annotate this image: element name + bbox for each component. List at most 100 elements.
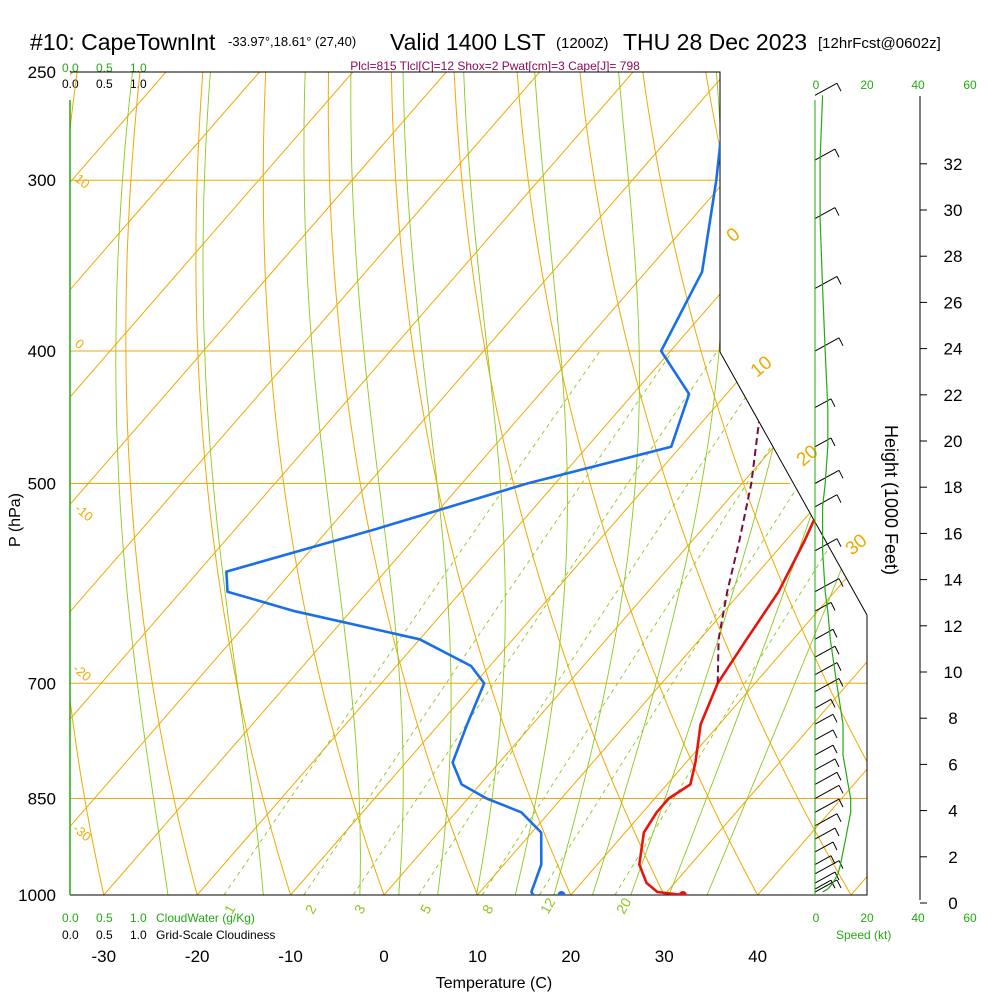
speed-label: Speed (kt) — [836, 928, 891, 942]
pressure-tick-2: 400 — [28, 342, 56, 361]
moist-adiabat-line — [350, 72, 404, 895]
speed-top-2: 40 — [911, 78, 925, 92]
mixing-ratio-label-1: 2 — [302, 902, 320, 917]
wind-barb — [814, 827, 836, 840]
station-coords: -33.97°,18.61° (27,40) — [228, 34, 356, 49]
wind-barb — [814, 82, 838, 96]
wind-speed-line — [819, 95, 852, 893]
wind-barb-flag — [830, 437, 836, 447]
height-tick-12: 24 — [944, 340, 963, 359]
wind-barb-flag — [838, 470, 844, 479]
speed-bottom-2: 40 — [911, 911, 925, 925]
temperature-line — [637, 117, 867, 895]
speed-bottom-3: 60 — [963, 911, 977, 925]
pressure-tick-4: 700 — [28, 674, 56, 693]
temp-tick-1: -20 — [185, 947, 210, 966]
cloud-scale-bottom: 0.0 0.5 1.0 CloudWater (g/Kg) 0.0 0.5 1.… — [62, 911, 275, 942]
pressure-tick-0: 250 — [28, 63, 56, 82]
dry-adiabat-line — [452, 72, 680, 895]
mixing-ratio-label-5: 12 — [537, 895, 559, 917]
wind-barb — [814, 855, 832, 865]
wind-barb-flag — [830, 855, 836, 864]
height-tick-9: 18 — [944, 478, 963, 497]
isotherm-line — [663, 72, 867, 895]
speed-top-3: 60 — [963, 78, 977, 92]
wind-barb — [814, 798, 840, 813]
wind-barb-flag — [838, 798, 844, 808]
moist-adiabat-line — [115, 72, 173, 895]
dry-adiabat-line — [0, 48, 18, 924]
dry-adiabat-line — [514, 72, 774, 895]
temp-tick-0: -30 — [92, 947, 117, 966]
wind-barb-flag — [834, 207, 840, 216]
wind-barb — [814, 813, 838, 827]
height-tick-1: 2 — [948, 848, 957, 867]
pressure-tick-5: 850 — [28, 790, 56, 809]
moist-adiabat-line — [582, 72, 725, 895]
height-tick-6: 12 — [944, 617, 963, 636]
cloudiness-label: Grid-Scale Cloudiness — [156, 928, 275, 942]
dry-adiabat-line — [195, 72, 301, 895]
speed-scale: 0 20 40 60 0 20 40 60 Speed (kt) — [813, 78, 977, 942]
dry-adiabat-line — [70, 72, 111, 895]
wind-barb — [814, 601, 832, 612]
height-tick-15: 30 — [944, 201, 963, 220]
wind-barb — [814, 538, 838, 552]
wind-barb-flag — [832, 744, 838, 754]
cloud-bottom-black-0: 0.0 — [62, 928, 79, 942]
moist-adiabat-line — [507, 72, 568, 895]
height-tick-8: 16 — [944, 524, 963, 543]
dry-adiabat-label-4: -30 — [70, 821, 94, 845]
wind-barb-flag — [834, 758, 840, 768]
temp-tick-7: 40 — [748, 947, 767, 966]
mixing-ratio-line — [352, 350, 718, 895]
wind-barb-flag — [838, 785, 844, 794]
height-tick-5: 10 — [944, 663, 963, 682]
wind-barb-flag — [834, 646, 840, 655]
dry-adiabat-line — [825, 72, 867, 895]
cloud-top-green-0: 0.0 — [62, 61, 79, 75]
wind-barb — [814, 879, 832, 890]
dry-adiabat-line — [390, 72, 585, 895]
wind-barb-flag — [832, 629, 838, 638]
wind-barb — [814, 398, 832, 409]
wind-barb — [814, 744, 834, 756]
wind-barb-flag — [830, 398, 836, 408]
wind-barb-flag — [832, 841, 838, 851]
wind-barb-flag — [838, 578, 844, 587]
wind-barb — [814, 784, 840, 799]
height-tick-16: 32 — [944, 155, 963, 174]
speed-top-1: 20 — [860, 78, 874, 92]
moist-adiabat-line — [619, 72, 825, 895]
wind-barb — [814, 758, 836, 771]
wind-barb-flag — [834, 827, 840, 837]
wind-barb-flag — [836, 82, 842, 92]
wind-barb-flag — [836, 662, 842, 671]
height-tick-7: 14 — [944, 571, 963, 590]
wind-barb-flag — [836, 772, 842, 781]
wind-barb — [814, 871, 836, 884]
mixing-ratio-line — [614, 350, 867, 895]
height-tick-10: 20 — [944, 432, 963, 451]
moist-adiabat-line — [303, 72, 361, 895]
cloud-top-green-1: 0.5 — [96, 61, 113, 75]
mixing-ratio-label-4: 8 — [479, 902, 497, 917]
speed-top-0: 0 — [813, 78, 820, 92]
height-tick-11: 22 — [944, 386, 963, 405]
wind-barb — [814, 729, 834, 741]
cloud-bottom-green-2: 1.0 — [130, 911, 147, 925]
wind-barb — [814, 437, 832, 448]
height-tick-4: 8 — [948, 709, 957, 728]
height-tick-2: 4 — [948, 802, 957, 821]
wind-profile — [814, 82, 852, 895]
isotherm-label-0: 0 — [723, 224, 745, 247]
wind-barb-flag — [830, 602, 836, 611]
wind-barb-flag — [834, 148, 840, 158]
wind-barb-flag — [838, 678, 844, 687]
moist-adiabat-line — [545, 72, 640, 895]
y-axis-label: P (hPa) — [7, 493, 24, 547]
wind-barb — [814, 771, 838, 785]
station-title: #10: CapeTownInt — [30, 29, 216, 55]
